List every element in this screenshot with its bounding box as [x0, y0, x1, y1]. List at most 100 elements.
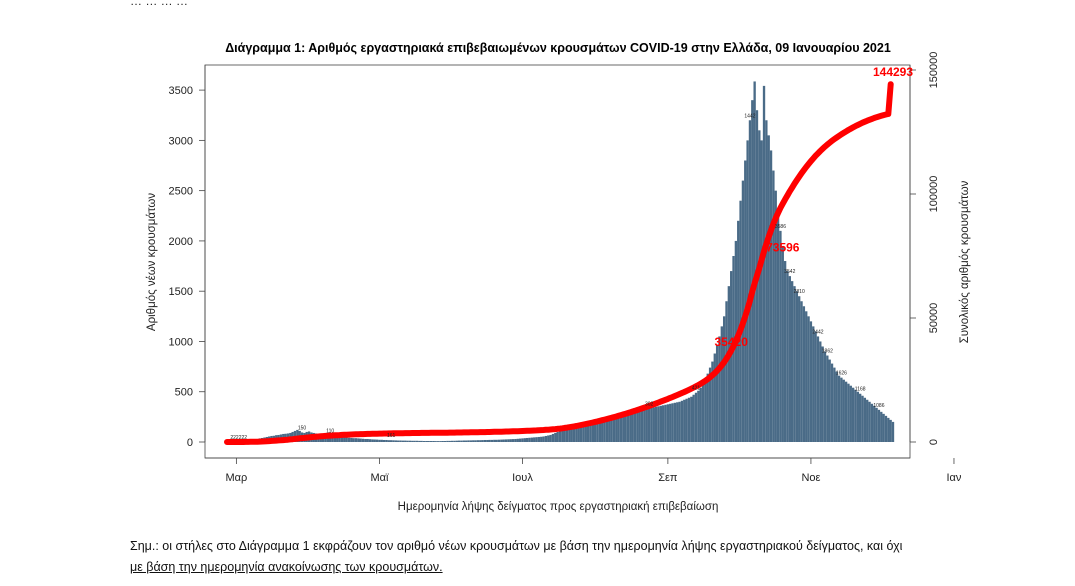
bar — [352, 438, 355, 442]
bar — [837, 375, 841, 442]
bar — [601, 418, 604, 442]
bar — [577, 423, 580, 442]
bar — [812, 326, 815, 442]
bar — [472, 440, 475, 442]
bar — [758, 130, 761, 442]
bar — [523, 438, 526, 442]
bar — [683, 399, 686, 442]
y2-tick-label: 50000 — [928, 303, 940, 334]
bar — [556, 431, 559, 442]
bar — [591, 420, 594, 442]
bar — [645, 408, 648, 442]
footnote-line-1: Σημ.: οι στήλες στο Διάγραμμα 1 εκφράζου… — [130, 539, 903, 553]
bar — [873, 405, 876, 442]
bar — [798, 296, 801, 442]
bar — [711, 361, 714, 442]
bar — [842, 379, 845, 442]
bar — [800, 301, 803, 442]
y-tick-label: 2000 — [169, 236, 193, 248]
bar — [608, 416, 611, 442]
chart-title: Διάγραμμα 1: Αριθμός εργαστηριακά επιβεβ… — [225, 41, 891, 55]
footnote-line-2: με βάση την ημερομηνία ανακοίνωσης των κ… — [130, 560, 443, 574]
bar-value-label: 421 — [692, 386, 701, 392]
bar — [404, 440, 407, 442]
bar — [420, 440, 423, 442]
bar — [488, 439, 491, 442]
bar-value-label: 2442 — [812, 329, 823, 335]
bar — [727, 286, 731, 442]
right-y-axis: 0 50000 100000 150000 — [909, 52, 940, 445]
bar — [382, 439, 386, 442]
bar — [816, 336, 820, 442]
bar — [596, 419, 599, 442]
bar — [718, 336, 721, 442]
bar — [387, 440, 390, 442]
bar — [526, 437, 529, 442]
bar — [744, 160, 747, 442]
bar-value-label: 1862 — [822, 349, 833, 355]
bar — [767, 135, 770, 442]
bar — [422, 440, 426, 442]
x-tick-label: Νοε — [801, 472, 820, 484]
bar — [795, 291, 799, 442]
bar — [844, 381, 848, 442]
bar-value-label: 1168 — [855, 387, 866, 393]
x-axis-label: Ημερομηνία λήψης δείγματος προς εργαστηρ… — [398, 501, 719, 513]
bar — [427, 440, 430, 442]
bar — [474, 440, 477, 442]
bar — [612, 415, 616, 442]
bar — [622, 413, 625, 442]
bar — [692, 394, 695, 442]
x-tick-label: Σεπ — [658, 472, 678, 484]
bar — [518, 438, 522, 442]
bar — [866, 399, 869, 442]
bar — [870, 403, 874, 442]
bar — [385, 439, 388, 442]
bar — [429, 440, 433, 442]
cumulative-value-label: 73596 — [766, 240, 800, 254]
bar — [783, 261, 787, 442]
bar — [432, 440, 435, 442]
bar — [859, 393, 862, 442]
bar — [568, 426, 571, 442]
bar — [673, 402, 677, 442]
bar — [479, 440, 482, 442]
bar — [851, 387, 855, 442]
bar — [434, 441, 437, 442]
y-axis-label: Αριθμός νέων κρουσμάτων — [146, 193, 158, 331]
bar-value-label: 161 — [387, 433, 396, 439]
x-tick-label: Μαρ — [225, 472, 247, 484]
bar — [457, 440, 461, 442]
bar — [884, 415, 888, 442]
bar — [821, 346, 824, 442]
bar — [364, 438, 367, 442]
x-tick-label: Ιαν — [947, 472, 962, 484]
y-tick-label: 1500 — [169, 286, 193, 298]
bar — [603, 417, 606, 442]
bar — [659, 405, 663, 442]
bar — [662, 405, 665, 442]
bar — [497, 439, 501, 442]
bar — [441, 440, 444, 442]
bar — [331, 435, 334, 442]
bar — [769, 150, 773, 442]
bar — [399, 440, 402, 442]
bar — [547, 435, 550, 442]
bar — [605, 417, 609, 442]
bar — [854, 389, 857, 442]
bar — [357, 438, 360, 442]
bar-value-label: 1626 — [836, 371, 847, 377]
bar — [823, 351, 827, 442]
bar — [697, 390, 700, 442]
bar — [657, 406, 660, 442]
bar — [460, 440, 463, 442]
bar — [835, 371, 838, 442]
bar — [882, 413, 885, 442]
bar — [631, 411, 634, 442]
bar — [476, 440, 480, 442]
bar — [708, 367, 712, 442]
bar — [406, 440, 409, 442]
bar — [413, 440, 416, 442]
bar — [828, 359, 831, 442]
bar — [626, 412, 630, 442]
